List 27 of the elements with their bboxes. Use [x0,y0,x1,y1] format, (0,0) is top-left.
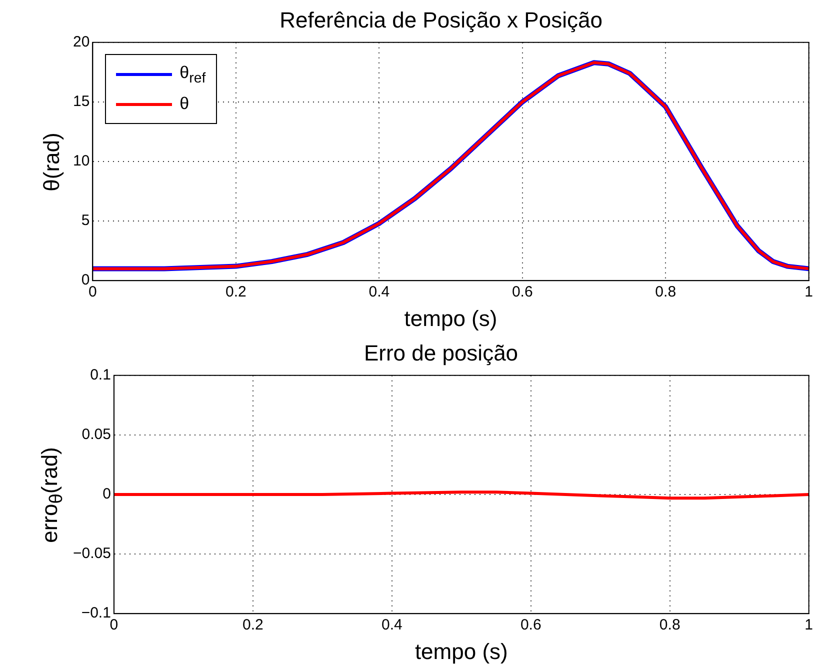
y-tick-label: 15 [72,93,90,110]
y-tick-label: −0.05 [72,545,111,562]
x-axis-title: tempo (s) [414,638,508,664]
x-tick-label: 0.6 [520,616,542,634]
legend-label: θ [180,94,190,114]
y-tick-label: −0.1 [81,604,111,622]
y-tick-label: 0.05 [82,426,111,444]
y-axis-title: θ(rad) [39,132,65,191]
y-tick-label: 0 [102,486,111,503]
y-tick-label: 0 [81,272,90,289]
y-tick-label: 20 [72,34,90,51]
x-tick-label: 0.4 [381,616,402,634]
chart-title: Referência de Posição x Posição [280,7,602,32]
x-tick-label: 0.2 [225,284,246,301]
x-tick-label: 1 [804,284,813,301]
x-tick-label: 0.6 [512,284,533,301]
x-tick-label: 0.2 [242,616,264,634]
x-tick-label: 0.8 [659,616,680,634]
x-axis-title: tempo (s) [404,306,498,331]
y-tick-label: 10 [72,152,90,170]
x-tick-label: 0.4 [368,284,390,301]
y-tick-label: 5 [81,212,90,230]
x-tick-label: 1 [804,616,813,634]
y-tick-label: 0.1 [90,366,111,384]
legend-label: θ$_{ref}$ [180,62,206,86]
chart-title: Erro de posição [364,340,518,366]
x-tick-label: 0.8 [655,284,676,301]
